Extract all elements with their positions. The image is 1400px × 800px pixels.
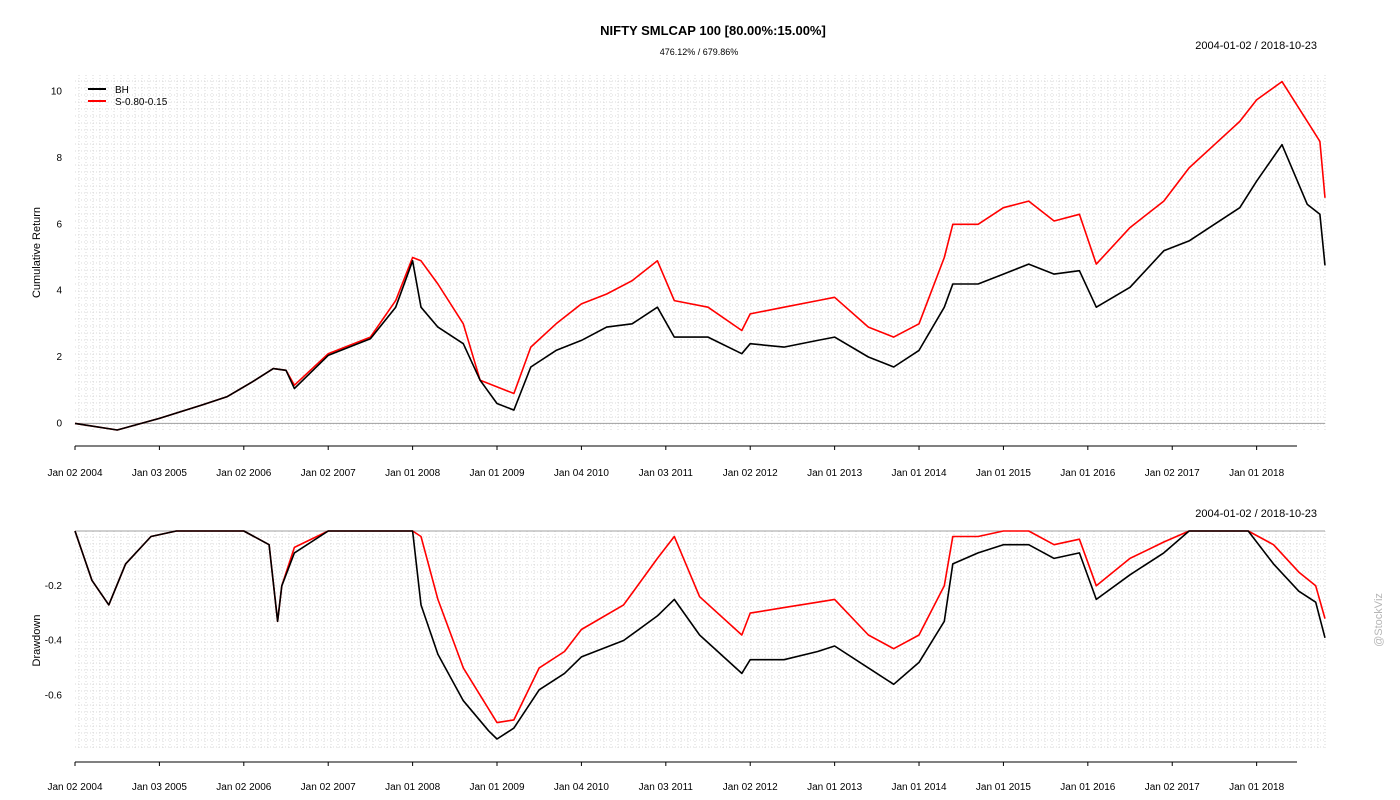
date-range-top: 2004-01-02 / 2018-10-23: [1195, 40, 1317, 52]
y-tick-label: -0.2: [45, 581, 63, 592]
x-tick-label: Jan 01 2018: [1229, 782, 1284, 793]
y-tick-label: -0.6: [45, 690, 63, 701]
y-tick-label: 10: [51, 87, 63, 98]
gridlines: [75, 531, 1326, 750]
chart-subtitle: 476.12% / 679.86%: [660, 47, 739, 57]
x-tick-label: Jan 01 2009: [469, 468, 524, 479]
legend-label-strategy: S-0.80-0.15: [115, 97, 168, 108]
gridlines: [75, 75, 1326, 430]
x-tick-label: Jan 03 2005: [132, 468, 187, 479]
x-tick-label: Jan 01 2015: [976, 468, 1031, 479]
x-tick-label: Jan 01 2008: [385, 782, 440, 793]
x-tick-label: Jan 03 2011: [639, 782, 694, 793]
x-tick-label: Jan 02 2017: [1145, 782, 1200, 793]
y-axis-label: Drawdown: [31, 615, 43, 667]
drawdown-panel: -0.2 -0.4 -0.6 Drawdown Jan 02 2004 Jan 03 20…: [31, 530, 1326, 793]
series-line-bh: [74, 143, 1326, 431]
y-tick-label: 6: [56, 219, 62, 230]
x-tick-label: Jan 02 2012: [723, 468, 778, 479]
x-tick-label: Jan 01 2013: [807, 468, 862, 479]
x-tick-label: Jan 01 2013: [807, 782, 862, 793]
x-tick-label: Jan 01 2018: [1229, 468, 1284, 479]
x-tick-label: Jan 04 2010: [554, 468, 609, 479]
watermark: @StockViz: [1373, 593, 1385, 647]
x-tick-label: Jan 02 2007: [301, 782, 356, 793]
x-tick-label: Jan 02 2012: [723, 782, 778, 793]
x-tick-label: Jan 02 2007: [301, 468, 356, 479]
x-tick-label: Jan 03 2005: [132, 782, 187, 793]
x-tick-label: Jan 02 2006: [216, 782, 271, 793]
series-line-bh: [74, 530, 1326, 740]
x-tick-label: Jan 02 2006: [216, 468, 271, 479]
x-tick-label: Jan 02 2004: [47, 782, 102, 793]
x-tick-label: Jan 02 2017: [1145, 468, 1200, 479]
series-line-strategy: [74, 80, 1326, 431]
x-tick-label: Jan 04 2010: [554, 782, 609, 793]
cumulative-return-panel: 0 2 4 6 8 10 Cumulative Return Jan 02 2004 Jan 0…: [31, 75, 1326, 479]
legend: BH S-0.80-0.15: [88, 85, 168, 108]
y-tick-label: 8: [56, 153, 62, 164]
y-tick-label: 4: [56, 286, 62, 297]
x-tick-label: Jan 02 2004: [47, 468, 102, 479]
series-line-strategy: [74, 530, 1326, 724]
x-tick-label: Jan 01 2009: [469, 782, 524, 793]
legend-label-bh: BH: [115, 85, 129, 96]
y-tick-label: -0.4: [45, 636, 63, 647]
y-axis-label: Cumulative Return: [31, 207, 43, 298]
y-tick-label: 2: [56, 352, 62, 363]
x-tick-label: Jan 01 2014: [891, 468, 946, 479]
x-tick-label: Jan 01 2008: [385, 468, 440, 479]
x-tick-label: Jan 01 2016: [1060, 468, 1115, 479]
x-tick-label: Jan 01 2016: [1060, 782, 1115, 793]
x-tick-label: Jan 03 2011: [639, 468, 694, 479]
x-tick-label: Jan 01 2014: [891, 782, 946, 793]
date-range-bottom: 2004-01-02 / 2018-10-23: [1195, 508, 1317, 520]
y-tick-label: 0: [56, 418, 62, 429]
chart-title: NIFTY SMLCAP 100 [80.00%:15.00%]: [600, 23, 826, 38]
x-tick-label: Jan 01 2015: [976, 782, 1031, 793]
